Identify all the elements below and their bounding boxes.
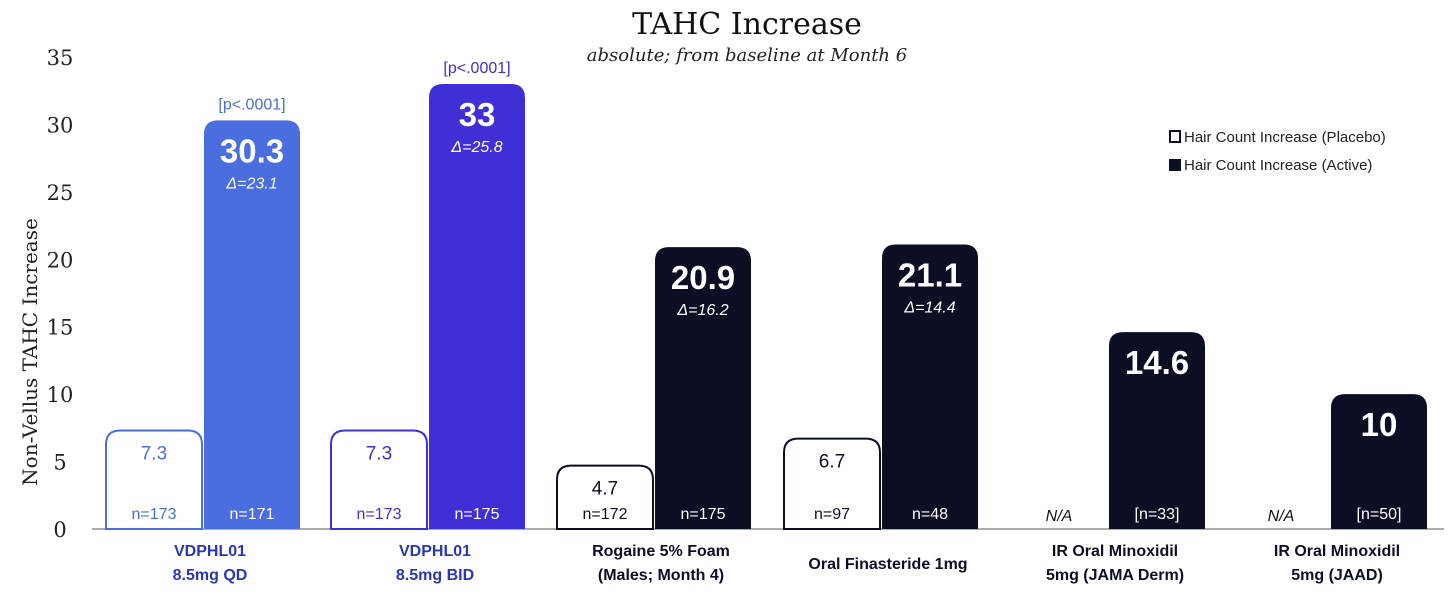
bar-group: 7.3 n=173 30.3 Δ=23.1 n=171 [p<.0001] VDPHL01 8… bbox=[105, 96, 300, 584]
bar-active bbox=[882, 244, 978, 530]
x-category-label-line2: (Males; Month 4) bbox=[598, 567, 724, 584]
bar-placebo bbox=[330, 429, 428, 530]
bar-value-label-active: 21.1 bbox=[898, 256, 962, 293]
bar-placebo bbox=[783, 437, 881, 530]
bar-active bbox=[655, 247, 751, 530]
x-category-label: VDPHL01 bbox=[399, 543, 471, 560]
y-tick-label: 25 bbox=[47, 181, 74, 205]
y-tick-label: 5 bbox=[53, 451, 66, 475]
y-tick-label: 30 bbox=[47, 113, 74, 137]
sample-size-placebo: n=172 bbox=[583, 506, 628, 523]
bar-value-label-active: 30.3 bbox=[220, 132, 284, 169]
x-category-label-line2: 8.5mg QD bbox=[173, 567, 248, 584]
x-category-label-line2: 8.5mg BID bbox=[396, 567, 474, 584]
p-value-label: [p<.0001] bbox=[218, 96, 285, 113]
x-category-label: IR Oral Minoxidil bbox=[1052, 543, 1178, 560]
legend-swatch-placebo bbox=[1169, 130, 1181, 143]
bar-value-label-active: 33 bbox=[459, 96, 496, 133]
bar-group: 6.7 n=97 21.1 Δ=14.4 n=48 Oral Finasteride 1m… bbox=[783, 244, 978, 573]
x-category-label: Rogaine 5% Foam bbox=[592, 543, 730, 560]
placebo-na-label: N/A bbox=[1046, 508, 1073, 525]
bar-group: 4.7 n=172 20.9 Δ=16.2 n=175 Rogaine 5% Foam (M… bbox=[556, 247, 751, 584]
bar-placebo bbox=[105, 429, 203, 530]
x-category-label: VDPHL01 bbox=[174, 543, 246, 560]
bar-value-label-active: 14.6 bbox=[1125, 344, 1189, 381]
y-tick-label: 0 bbox=[53, 518, 66, 542]
p-value-label: [p<.0001] bbox=[443, 60, 510, 77]
x-category-label: Oral Finasteride 1mg bbox=[808, 556, 967, 573]
bar-value-label-placebo: 7.3 bbox=[141, 444, 167, 465]
legend: Hair Count Increase (Placebo) Hair Count… bbox=[1169, 129, 1386, 174]
bar-group: N/A 14.6 [n=33] IR Oral Minoxidil 5mg (JAMA … bbox=[1046, 332, 1205, 584]
delta-label: Δ=23.1 bbox=[225, 175, 277, 192]
x-category-label-line2: 5mg (JAMA Derm) bbox=[1046, 567, 1184, 584]
delta-label: Δ=14.4 bbox=[903, 299, 955, 316]
bar-value-label-active: 20.9 bbox=[671, 259, 735, 296]
y-tick-label: 35 bbox=[47, 46, 74, 70]
sample-size-active: n=171 bbox=[230, 506, 275, 523]
y-tick-label: 15 bbox=[47, 316, 74, 340]
legend-label-active: Hair Count Increase (Active) bbox=[1184, 157, 1372, 174]
sample-size-active: [n=50] bbox=[1357, 506, 1402, 523]
sample-size-active: n=48 bbox=[912, 506, 948, 523]
bar-group: N/A 10 [n=50] IR Oral Minoxidil 5mg (JAAD) bbox=[1268, 394, 1427, 584]
y-tick-label: 10 bbox=[47, 383, 74, 407]
sample-size-placebo: n=173 bbox=[357, 506, 402, 523]
bar-active bbox=[204, 120, 300, 529]
bar-value-label-placebo: 7.3 bbox=[366, 444, 392, 465]
bar-active bbox=[1331, 394, 1427, 529]
placebo-na-label: N/A bbox=[1268, 508, 1295, 525]
bar-group: 7.3 n=173 33 Δ=25.8 n=175 [p<.0001] VDPHL01 8.5… bbox=[330, 60, 525, 584]
legend-swatch-active bbox=[1169, 159, 1181, 171]
bar-value-label-placebo: 6.7 bbox=[819, 452, 845, 473]
x-category-label: IR Oral Minoxidil bbox=[1274, 543, 1400, 560]
delta-label: Δ=16.2 bbox=[676, 302, 728, 319]
legend-label-placebo: Hair Count Increase (Placebo) bbox=[1184, 129, 1386, 146]
bar-value-label-placebo: 4.7 bbox=[592, 479, 618, 500]
y-tick-label: 20 bbox=[47, 248, 74, 272]
bar-value-label-active: 10 bbox=[1361, 406, 1398, 443]
sample-size-placebo: n=173 bbox=[132, 506, 177, 523]
delta-label: Δ=25.8 bbox=[450, 139, 502, 156]
chart-title: TAHC Increase bbox=[632, 7, 862, 42]
sample-size-active: n=175 bbox=[455, 506, 500, 523]
y-axis-ticks: 0 5 10 15 20 25 30 35 bbox=[47, 46, 74, 542]
bar-active bbox=[429, 83, 525, 529]
y-axis-label: Non-Vellus TAHC Increase bbox=[18, 218, 42, 486]
sample-size-active: [n=33] bbox=[1135, 506, 1180, 523]
sample-size-placebo: n=97 bbox=[814, 506, 850, 523]
chart-subtitle: absolute; from baseline at Month 6 bbox=[587, 45, 907, 66]
bar-active bbox=[1109, 332, 1205, 529]
bar-placebo bbox=[556, 464, 654, 530]
x-category-label-line2: 5mg (JAAD) bbox=[1291, 567, 1383, 584]
bar-groups: 7.3 n=173 30.3 Δ=23.1 n=171 [p<.0001] VDPHL01 8… bbox=[105, 60, 1427, 584]
sample-size-active: n=175 bbox=[681, 506, 726, 523]
